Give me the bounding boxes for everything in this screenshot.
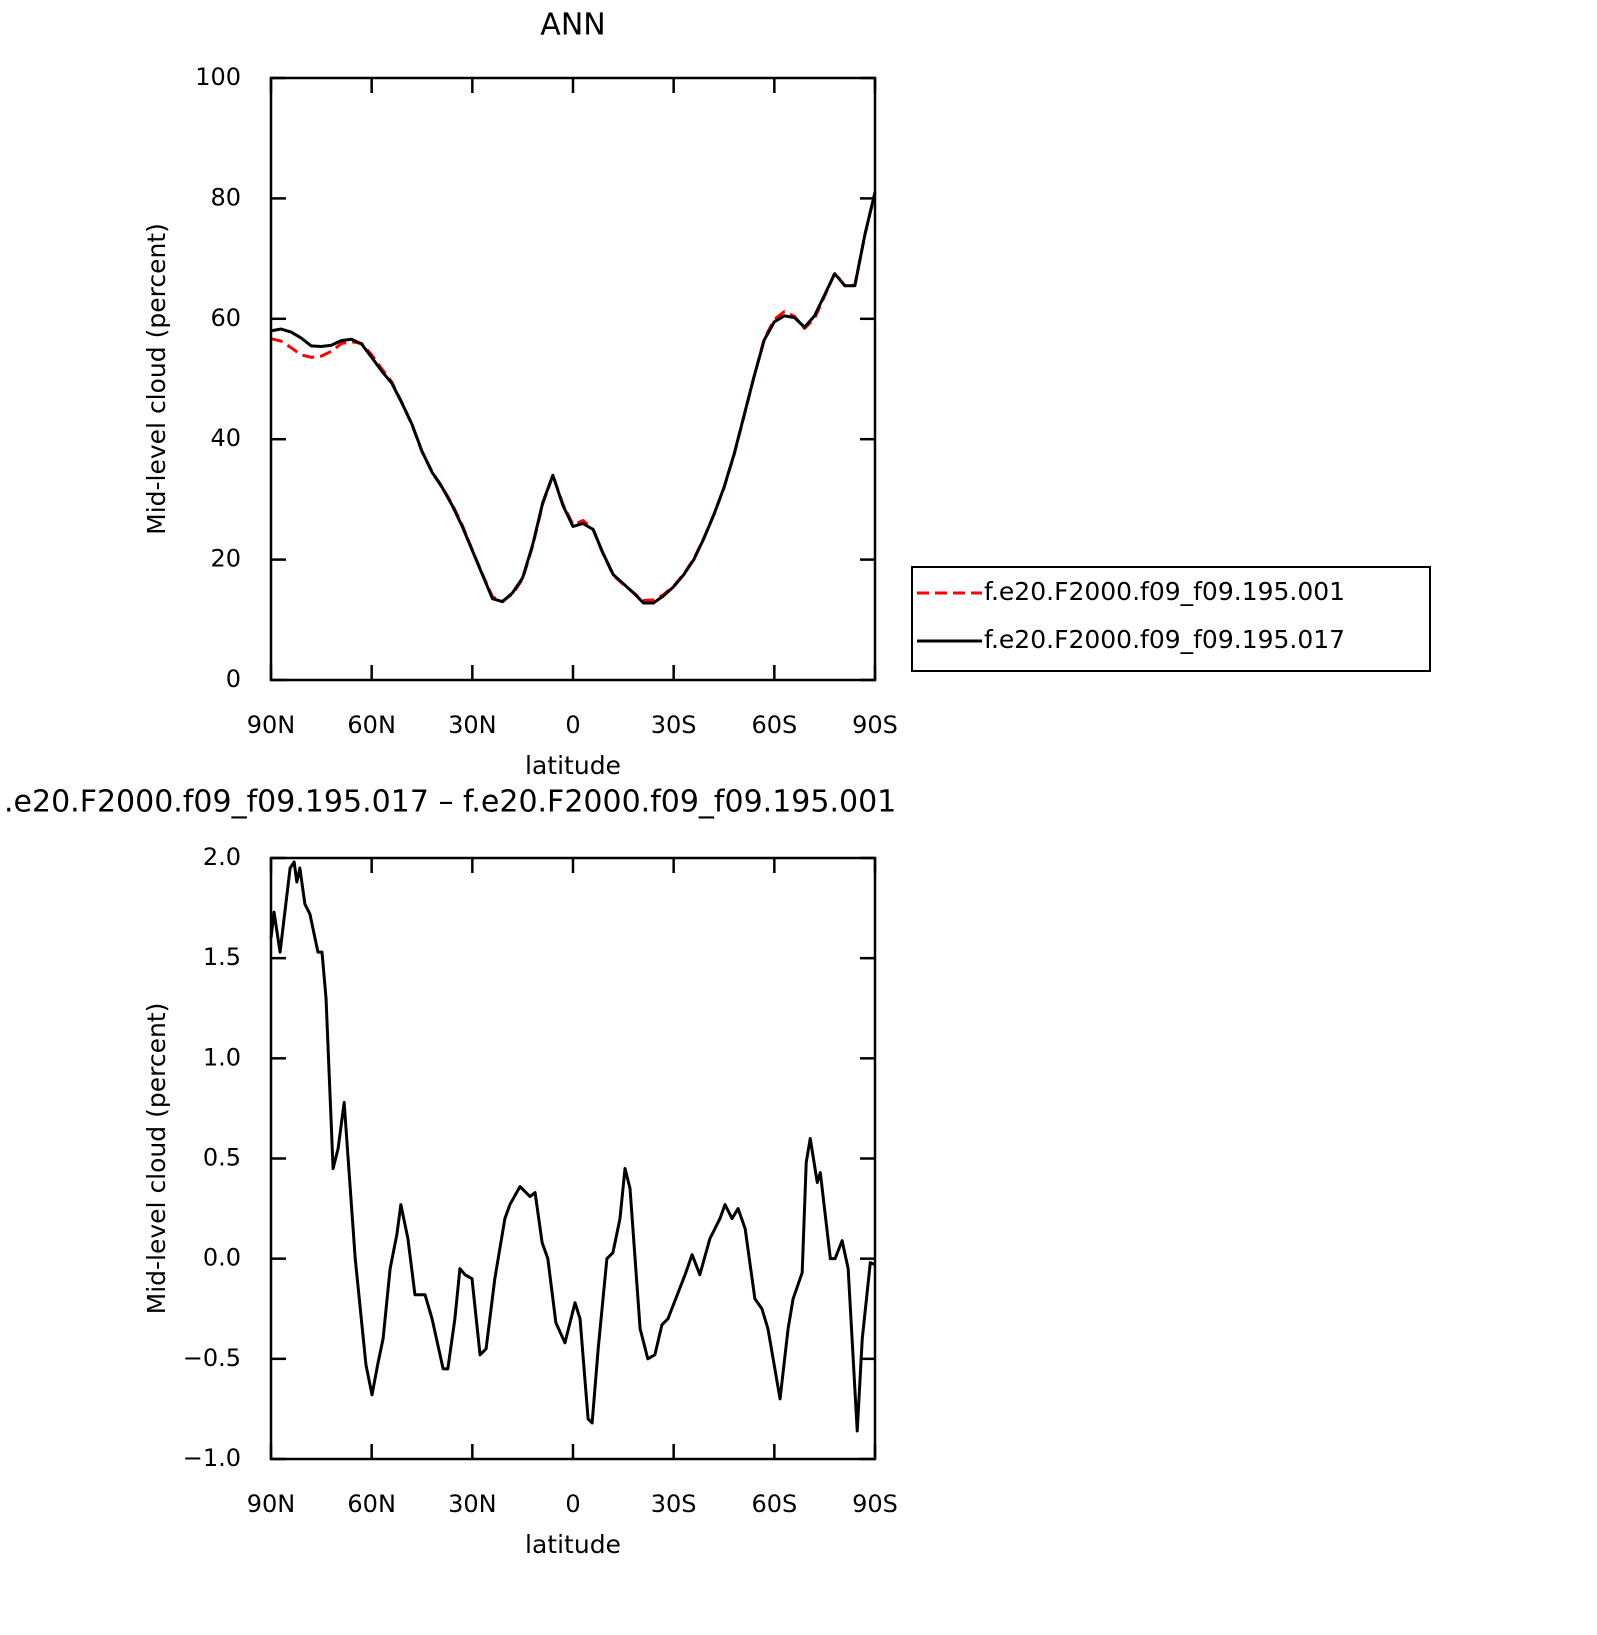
y-tick-label: 0 <box>226 665 241 693</box>
y-axis-label: Mid-level cloud (percent) <box>142 1003 171 1315</box>
x-tick-label: 90S <box>852 711 898 739</box>
y-axis-label: Mid-level cloud (percent) <box>142 223 171 535</box>
legend-box <box>911 566 1431 672</box>
chart-title: .e20.F2000.f09_f09.195.017 – f.e20.F2000… <box>4 785 896 820</box>
x-axis-label: latitude <box>525 1530 621 1559</box>
y-tick-label: 0.0 <box>203 1244 241 1272</box>
x-tick-label: 0 <box>565 711 580 739</box>
x-tick-label: 60N <box>347 1490 396 1518</box>
x-tick-label: 30N <box>448 1490 497 1518</box>
x-tick-label: 90N <box>247 1490 296 1518</box>
y-tick-label: −0.5 <box>183 1344 241 1372</box>
y-tick-label: 80 <box>210 183 241 211</box>
data-line <box>269 860 876 1433</box>
plot-frame <box>269 76 877 682</box>
x-tick-label: 30S <box>651 1490 697 1518</box>
data-line <box>270 192 877 603</box>
x-tick-label: 60N <box>347 711 396 739</box>
y-tick-label: 1.0 <box>203 1043 241 1071</box>
y-tick-label: −1.0 <box>183 1444 241 1472</box>
legend-label: f.e20.F2000.f09_f09.195.017 <box>984 625 1345 654</box>
legend-label: f.e20.F2000.f09_f09.195.001 <box>984 577 1345 606</box>
data-line <box>270 192 877 605</box>
y-tick-label: 100 <box>195 63 241 91</box>
y-tick-label: 2.0 <box>203 843 241 871</box>
x-axis-label: latitude <box>525 751 621 780</box>
x-tick-label: 0 <box>565 1490 580 1518</box>
y-tick-label: 0.5 <box>203 1144 241 1172</box>
x-tick-label: 90S <box>852 1490 898 1518</box>
y-tick-label: 1.5 <box>203 943 241 971</box>
x-tick-label: 90N <box>247 711 296 739</box>
x-tick-label: 60S <box>751 1490 797 1518</box>
y-tick-label: 20 <box>210 545 241 573</box>
x-tick-label: 30N <box>448 711 497 739</box>
y-tick-label: 40 <box>210 424 241 452</box>
plot-frame <box>269 856 877 1461</box>
y-tick-label: 60 <box>210 304 241 332</box>
x-tick-label: 60S <box>751 711 797 739</box>
chart-title: ANN <box>540 8 605 43</box>
x-tick-label: 30S <box>651 711 697 739</box>
